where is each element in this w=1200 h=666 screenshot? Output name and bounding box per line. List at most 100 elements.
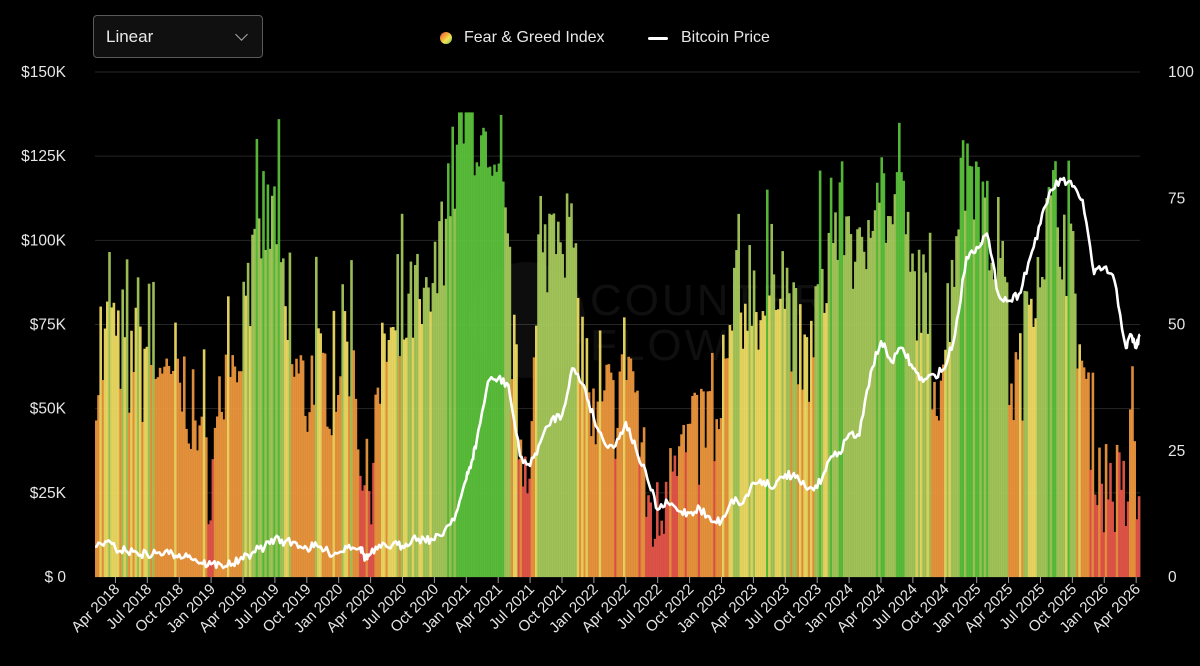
fear-greed-bar: [95, 420, 98, 577]
fear-greed-bar: [1069, 223, 1073, 577]
fear-greed-bar: [904, 234, 908, 578]
fear-greed-bar: [871, 230, 875, 577]
fear-greed-bar: [497, 163, 501, 578]
fear-greed-bar: [297, 373, 300, 577]
fear-greed-bar: [755, 312, 758, 577]
fear-greed-bar: [983, 197, 987, 578]
fear-greed-bar: [673, 455, 677, 577]
fear-greed-bar: [746, 330, 749, 577]
fear-greed-bar: [275, 244, 278, 577]
fear-greed-bar: [977, 166, 980, 577]
fear-greed-bar: [587, 392, 591, 577]
fear-greed-bar: [704, 447, 707, 577]
fear-greed-bar: [537, 234, 540, 577]
scale-select[interactable]: Linear: [93, 15, 263, 58]
fear-greed-bar: [671, 471, 674, 577]
fear-greed-bar: [788, 293, 791, 577]
y-left-tick-label: $ 0: [44, 569, 66, 586]
fear-greed-bar: [867, 220, 870, 578]
fear-greed-bar: [541, 252, 545, 577]
fear-greed-bar: [686, 423, 690, 577]
fear-greed-bar: [895, 172, 899, 578]
fear-greed-bar: [211, 459, 215, 577]
fear-greed-bar: [574, 243, 578, 577]
fear-greed-bar: [213, 427, 217, 577]
fear-greed-bar: [464, 112, 468, 578]
fear-greed-bar: [216, 416, 219, 577]
fear-greed-bar: [495, 171, 498, 577]
fear-greed-bar: [884, 242, 888, 578]
fear-greed-bar: [372, 462, 375, 577]
fear-greed-bar: [845, 216, 848, 577]
fear-greed-bar: [695, 394, 699, 577]
fear-greed-bar: [438, 221, 441, 577]
fear-greed-bar: [526, 493, 529, 577]
fear-greed-bar: [519, 439, 523, 577]
fear-greed-bar: [570, 203, 573, 577]
y-left-tick-label: $25K: [30, 485, 67, 502]
fear-greed-bar: [367, 491, 371, 577]
fear-greed-bar: [183, 356, 186, 577]
fear-greed-bar: [612, 380, 615, 577]
fear-greed-bar: [565, 193, 569, 577]
fear-greed-bar: [1096, 505, 1099, 577]
fear-greed-bar: [585, 338, 589, 577]
fear-greed-bar: [350, 260, 353, 577]
fear-greed-bar: [416, 253, 419, 577]
fear-greed-bar: [1067, 160, 1070, 577]
fear-greed-bar: [207, 524, 210, 577]
legend-bitcoin-price[interactable]: Bitcoin Price: [648, 29, 770, 47]
fear-greed-bar: [917, 249, 921, 577]
fear-greed-bar: [1104, 444, 1108, 577]
fear-greed-bar: [664, 481, 668, 577]
fear-greed-bar: [271, 195, 274, 577]
fear-greed-bar: [1008, 405, 1011, 577]
fear-greed-bar: [730, 330, 734, 577]
y-left-tick-label: $50K: [30, 401, 67, 418]
fear-greed-bar: [614, 458, 617, 577]
fear-greed-bar: [596, 401, 600, 577]
fear-greed-bar: [662, 533, 666, 577]
legend-fear-greed[interactable]: Fear & Greed Index: [440, 29, 605, 47]
fear-greed-bar: [972, 219, 976, 577]
fear-greed-bar: [1049, 195, 1053, 578]
fear-greed-bar: [1126, 501, 1130, 577]
fear-greed-bar: [385, 361, 388, 577]
fear-greed-bar: [154, 378, 157, 577]
fear-greed-bar: [702, 391, 705, 577]
fear-greed-bar: [273, 186, 276, 577]
fear-greed-bar: [403, 339, 406, 577]
legend-bitcoin-price-label: Bitcoin Price: [681, 29, 770, 46]
fear-greed-bar: [1087, 372, 1090, 577]
fear-greed-bar: [759, 320, 762, 577]
fear-greed-bar: [260, 258, 263, 577]
fear-greed-bar: [315, 256, 318, 577]
fear-greed-bar: [735, 250, 738, 577]
fear-greed-bar: [1036, 257, 1040, 577]
fear-greed-bar: [253, 228, 256, 577]
fear-greed-bar: [922, 254, 925, 578]
fear-greed-bar: [772, 274, 776, 577]
fear-greed-bar: [636, 390, 639, 577]
fear-greed-bar: [466, 112, 470, 578]
fear-greed-bar: [486, 167, 490, 577]
fear-greed-bar: [172, 370, 175, 577]
y-right-tick-label: 75: [1168, 190, 1185, 207]
fear-greed-bar: [744, 303, 747, 577]
fear-greed-bar: [191, 369, 195, 577]
fear-greed-bar: [365, 438, 369, 577]
fear-greed-bar: [752, 270, 756, 577]
fear-greed-bar: [843, 255, 846, 577]
fear-greed-bar: [517, 459, 520, 577]
fear-greed-bar: [581, 316, 584, 577]
fear-greed-bar: [361, 490, 364, 577]
fear-greed-bar: [348, 396, 351, 577]
fear-greed-bar: [693, 392, 696, 577]
fear-greed-bar: [981, 181, 985, 577]
fear-greed-bar: [1080, 360, 1084, 577]
fear-greed-bar: [101, 380, 105, 577]
fear-greed-bar: [488, 166, 492, 577]
fear-greed-bar: [515, 344, 518, 577]
fear-greed-bar: [1109, 463, 1112, 577]
